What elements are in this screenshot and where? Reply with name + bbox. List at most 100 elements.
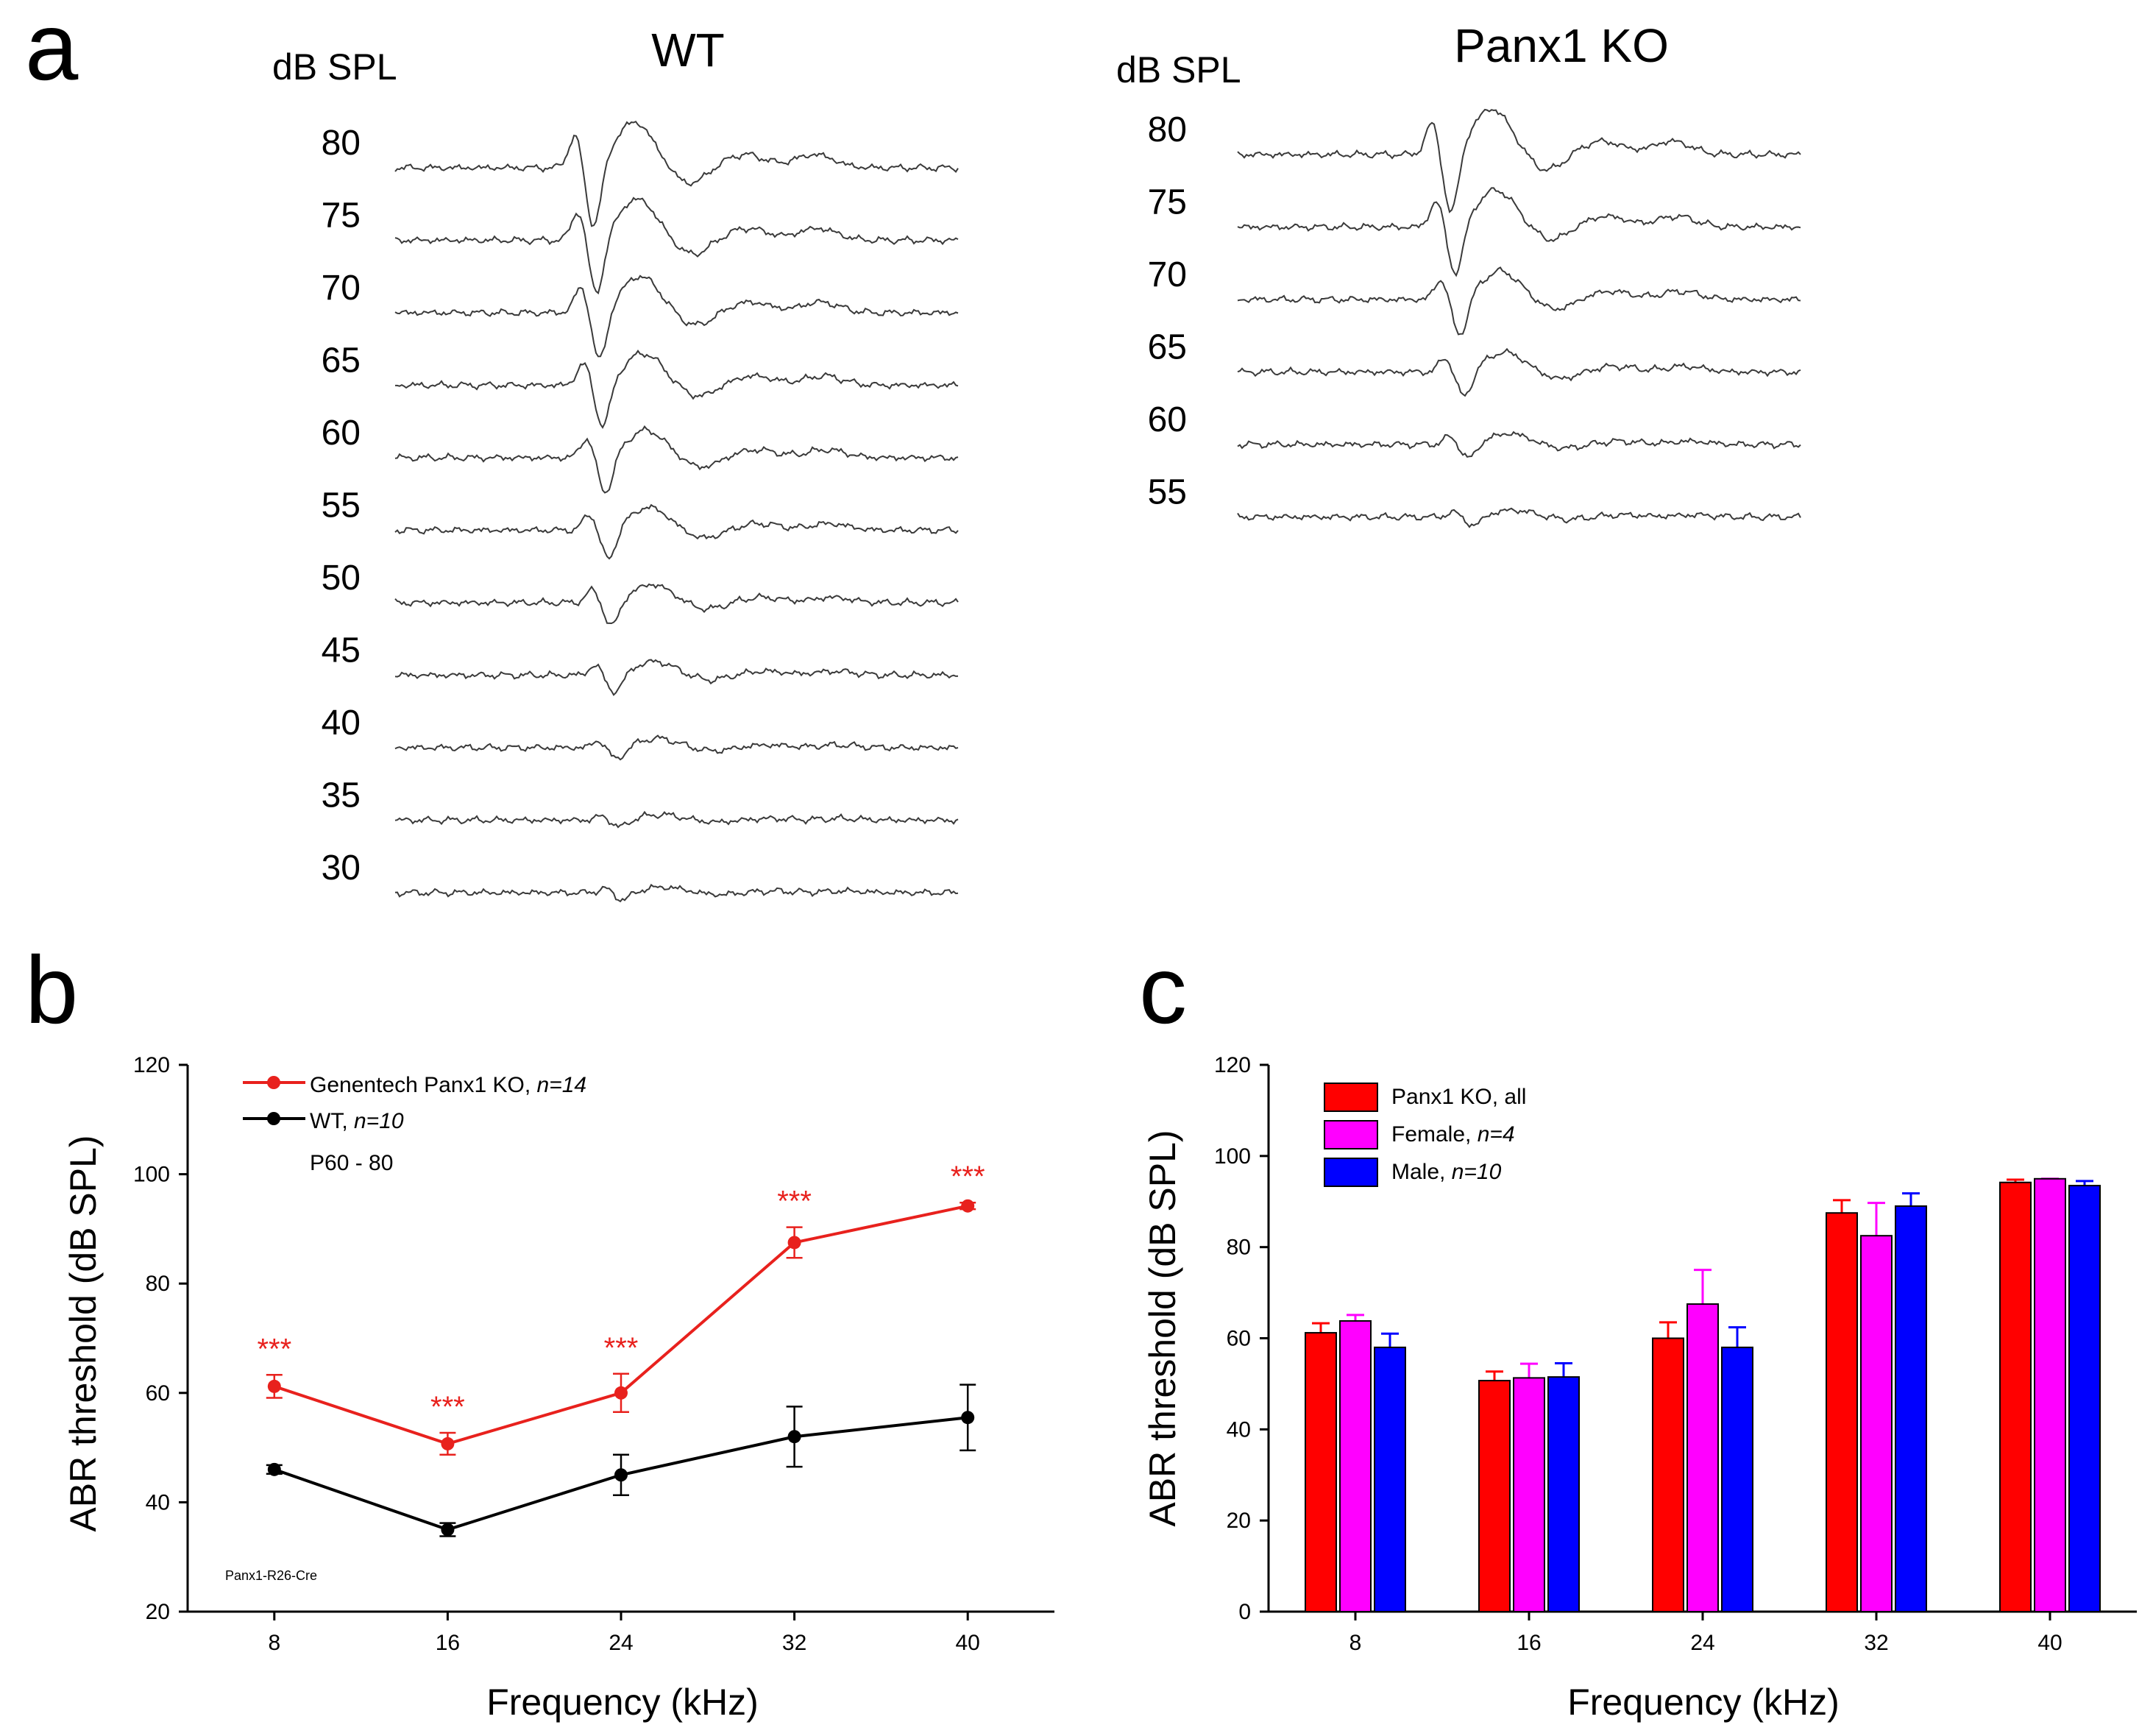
wt-level-label-80: 80	[322, 124, 361, 163]
panel-c-bar	[1860, 1235, 1893, 1612]
wt-level-label-60: 60	[322, 414, 361, 453]
wt-abr-trace-65	[395, 350, 959, 429]
wt-level-label-55: 55	[322, 486, 361, 525]
wt-abr-trace-60	[394, 425, 959, 494]
panel-c-y-tick-label: 100	[1214, 1144, 1251, 1169]
panel-c-bar	[1999, 1181, 2032, 1612]
panel-b-significance-marker: ***	[604, 1332, 639, 1364]
panel-b-y-tick-label: 40	[146, 1490, 170, 1514]
wt-level-label-75: 75	[322, 196, 361, 235]
legend-ko-name: Genentech Panx1 KO,	[310, 1073, 537, 1097]
panel-c-x-tick-label: 16	[1517, 1631, 1541, 1655]
panel-b-significance-marker: ***	[430, 1391, 465, 1423]
panel-c-bar	[1547, 1376, 1580, 1612]
panel-c-x-tick-label: 32	[1864, 1631, 1888, 1655]
panel-c-bar	[1305, 1332, 1337, 1612]
panel-b: b Frequency (kHz) ABR threshold (dB SPL)…	[25, 936, 1054, 1723]
legend-ko-n: n=14	[537, 1073, 587, 1097]
panel-b-point	[787, 1430, 801, 1444]
wt-traces: 80 75 70 65 60 55 50 45 40 35 30	[322, 120, 959, 903]
ko-abr-trace-65	[1237, 347, 1801, 397]
panel-c-x-tick-label: 24	[1690, 1631, 1714, 1655]
legend-male-n: n=10	[1452, 1160, 1502, 1184]
legend-wt-n: n=10	[354, 1109, 404, 1133]
panel-c-y-tick-label: 40	[1227, 1417, 1251, 1442]
legend-female-name: Female,	[1391, 1122, 1478, 1147]
panel-c-y-tick-label: 120	[1214, 1053, 1251, 1077]
panel-b-significance-marker: ***	[951, 1161, 985, 1193]
legend-wt-label: WT, n=10	[310, 1109, 404, 1133]
ko-abr-trace-75	[1237, 187, 1801, 277]
legend-wt-name: WT,	[310, 1109, 354, 1133]
ko-level-label-60: 60	[1148, 400, 1187, 439]
panel-c-bar	[1721, 1346, 1753, 1612]
ko-level-label-70: 70	[1148, 255, 1187, 294]
panel-c-bars	[1305, 1177, 2101, 1613]
ko-title: Panx1 KO	[1454, 19, 1669, 72]
wt-abr-trace-50	[394, 583, 959, 625]
panel-b-legend: Genentech Panx1 KO, n=14 WT, n=10	[243, 1073, 586, 1133]
panel-b-point	[441, 1436, 455, 1450]
panel-b-axes: 20 40 60 80 100 120 8 16 24 32 40	[133, 1053, 1054, 1655]
legend-wt-marker	[267, 1112, 280, 1125]
panel-c-y-tick-label: 60	[1227, 1327, 1251, 1351]
panel-c-legend: Panx1 KO, all Female, n=4 Male, n=10	[1324, 1083, 1526, 1187]
legend-female-n: n=4	[1478, 1122, 1515, 1147]
age-annotation: P60 - 80	[310, 1151, 393, 1175]
panel-b-letter: b	[25, 936, 78, 1044]
wt-title: WT	[651, 24, 725, 77]
panel-b-point	[961, 1199, 975, 1213]
wt-level-label-45: 45	[322, 631, 361, 670]
panel-c-y-tick-label: 0	[1238, 1600, 1251, 1624]
legend-female-swatch	[1324, 1120, 1378, 1149]
panel-c-bar	[2068, 1185, 2101, 1613]
panel-c-axes: 0 20 40 60 80 100 120 8 16 24 32 40	[1214, 1053, 2137, 1655]
panel-c-letter: c	[1139, 936, 1187, 1044]
panel-b-x-tick-label: 40	[956, 1631, 980, 1655]
ko-abr-trace-55	[1237, 507, 1801, 528]
panel-b-x-tick-label: 32	[782, 1631, 806, 1655]
legend-ko-marker	[267, 1076, 280, 1089]
wt-abr-trace-55	[394, 503, 959, 560]
panel-c: c Frequency (kHz) ABR threshold (dB SPL)…	[1139, 936, 2137, 1723]
legend-female-label: Female, n=4	[1391, 1122, 1515, 1147]
wt-abr-trace-45	[394, 659, 959, 696]
panel-b-series: *** *** *** *** ***	[257, 1161, 985, 1537]
wt-abr-trace-75	[394, 196, 959, 295]
ko-level-label-75: 75	[1148, 183, 1187, 222]
legend-all-label: Panx1 KO, all	[1391, 1085, 1526, 1109]
panel-a: a dB SPL WT dB SPL Panx1 KO 80 75 70 65 60 55…	[25, 0, 1801, 903]
wt-level-label-30: 30	[322, 848, 361, 888]
panel-b-x-tick-label: 8	[268, 1631, 280, 1655]
wt-level-label-50: 50	[322, 559, 361, 598]
panel-b-y-tick-label: 80	[146, 1272, 170, 1296]
panel-b-significance-marker: ***	[257, 1333, 291, 1365]
legend-all-swatch	[1324, 1083, 1378, 1112]
panel-b-significance-marker: ***	[777, 1186, 812, 1218]
ko-level-label-65: 65	[1148, 328, 1187, 367]
panel-b-x-axis-label: Frequency (kHz)	[486, 1682, 759, 1723]
panel-c-x-tick-label: 40	[2037, 1631, 2062, 1655]
wt-level-label-70: 70	[322, 269, 361, 308]
panel-b-point	[267, 1379, 281, 1393]
panel-c-bar	[1826, 1212, 1858, 1612]
panel-c-bar	[1339, 1319, 1372, 1612]
panel-b-point	[787, 1236, 801, 1250]
wt-abr-trace-35	[394, 810, 959, 829]
ko-level-label-80: 80	[1148, 110, 1187, 149]
ko-abr-trace-70	[1237, 266, 1801, 336]
panel-c-y-tick-label: 80	[1227, 1236, 1251, 1260]
panel-a-letter: a	[25, 0, 79, 100]
ko-level-label-55: 55	[1148, 473, 1187, 512]
wt-level-label-40: 40	[322, 704, 361, 743]
panel-b-y-tick-label: 20	[146, 1600, 170, 1624]
panel-c-bar	[1374, 1346, 1406, 1612]
panel-b-y-tick-label: 60	[146, 1381, 170, 1406]
ko-abr-trace-60	[1237, 431, 1801, 458]
legend-ko-label: Genentech Panx1 KO, n=14	[310, 1073, 586, 1097]
wt-abr-trace-30	[394, 883, 959, 903]
panel-b-x-tick-label: 16	[436, 1631, 460, 1655]
panel-c-bar	[1652, 1337, 1684, 1612]
panel-b-y-tick-label: 100	[133, 1163, 170, 1187]
